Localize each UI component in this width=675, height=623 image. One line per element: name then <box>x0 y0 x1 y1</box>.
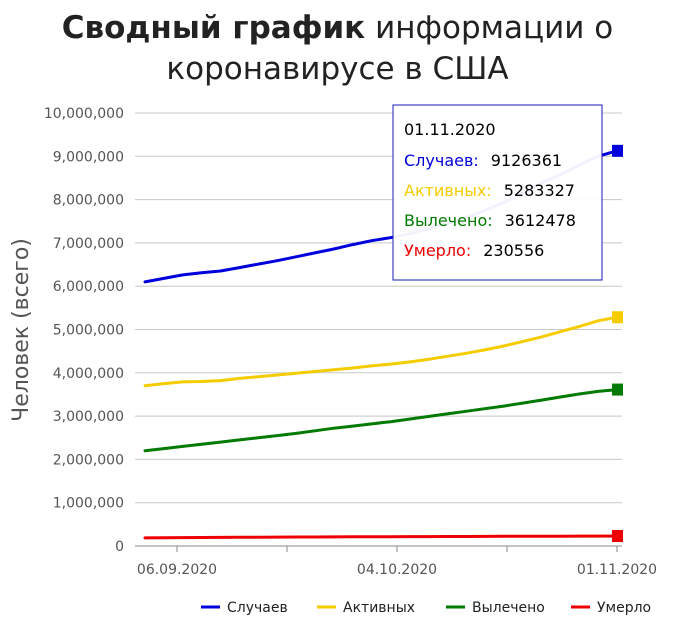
y-tick-label: 1,000,000 <box>53 496 124 512</box>
tooltip: 01.11.2020 Случаев: 9126361 Активных: 528332… <box>392 104 603 281</box>
chart-title: Сводный график информации о коронавирусе… <box>0 8 675 90</box>
end-marker <box>612 383 623 396</box>
tooltip-label: Умерло: <box>404 241 471 260</box>
title-bold-part: Сводный график <box>61 10 366 46</box>
title-rest-line1: информации о <box>375 10 614 46</box>
x-tick-label: 01.11.2020 <box>577 562 657 578</box>
x-tick-label: 04.10.2020 <box>357 562 437 578</box>
x-tick-label: 06.09.2020 <box>137 562 217 578</box>
y-tick-label: 7,000,000 <box>53 236 124 252</box>
legend-label: Вылечено <box>472 600 545 616</box>
tooltip-box <box>392 104 603 281</box>
y-tick-label: 9,000,000 <box>53 149 124 165</box>
series-line <box>143 388 619 453</box>
grid-layer <box>135 112 622 547</box>
y-tick-label: 2,000,000 <box>53 452 124 468</box>
y-tick-label: 6,000,000 <box>53 279 124 295</box>
legend-label: Умерло <box>597 600 651 616</box>
tooltip-label: Активных: <box>404 181 492 200</box>
y-tick-label: 3,000,000 <box>53 409 124 425</box>
y-tick-label: 4,000,000 <box>53 366 124 382</box>
title-line-1: Сводный график информации о <box>0 8 675 49</box>
series-line <box>143 315 619 388</box>
y-tick-label: 8,000,000 <box>53 193 124 209</box>
end-marker <box>612 530 623 543</box>
tooltip-label: Случаев: <box>404 151 479 170</box>
tooltip-value: 5283327 <box>504 181 575 200</box>
end-marker <box>612 144 623 157</box>
y-tick-label: 0 <box>115 539 124 555</box>
tooltip-value: 9126361 <box>491 151 562 170</box>
y-tick-label: 5,000,000 <box>53 323 124 339</box>
y-axis-label: Человек (всего) <box>9 238 34 422</box>
y-tick-label: 10,000,000 <box>44 106 124 122</box>
legend-label: Случаев <box>227 600 288 616</box>
tooltip-value: 3612478 <box>505 211 576 230</box>
legend-label: Активных <box>343 600 415 616</box>
end-marker <box>612 311 623 324</box>
series-line <box>143 534 619 540</box>
tooltip-value: 230556 <box>483 241 544 260</box>
axis-layer: 0 1,000,000 2,000,000 3,000,000 4,000,000 5,0… <box>44 106 657 578</box>
title-line-2: коронавирусе в США <box>166 51 509 87</box>
tooltip-label: Вылечено: <box>404 211 493 230</box>
legend: Случаев Активных Вылечено Умерло <box>201 600 651 616</box>
tooltip-date: 01.11.2020 <box>404 120 496 139</box>
